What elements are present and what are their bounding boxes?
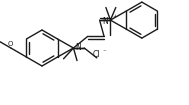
- Text: O: O: [7, 41, 12, 47]
- Text: N: N: [75, 43, 81, 51]
- Text: N: N: [103, 17, 108, 26]
- Text: +: +: [112, 14, 117, 19]
- Text: ⁻: ⁻: [103, 49, 107, 55]
- Text: Cl: Cl: [93, 50, 100, 59]
